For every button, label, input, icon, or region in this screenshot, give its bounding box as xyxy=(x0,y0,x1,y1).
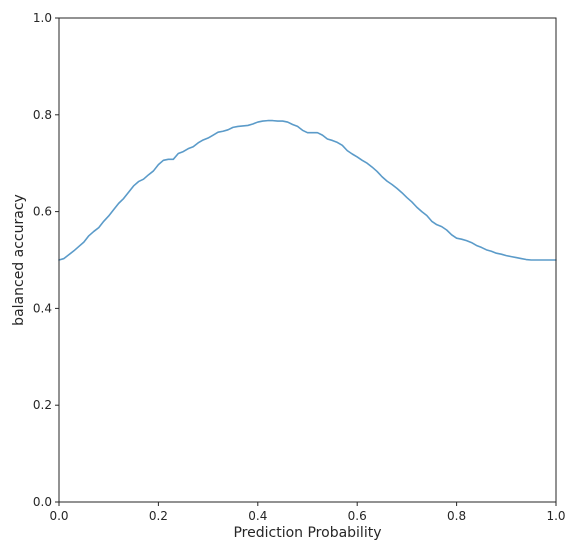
y-tick-label: 0.8 xyxy=(33,108,52,122)
x-tick-label: 0.8 xyxy=(447,509,466,523)
y-tick-label: 0.4 xyxy=(33,301,52,315)
x-tick-label: 0.6 xyxy=(348,509,367,523)
x-tick-label: 0.4 xyxy=(248,509,267,523)
y-axis-ticks: 0.0 0.2 0.4 0.6 0.8 1.0 xyxy=(33,11,59,509)
plot-layer xyxy=(58,119,557,261)
y-axis-label: balanced accuracy xyxy=(11,194,27,326)
x-tick-label: 0.0 xyxy=(49,509,68,523)
x-tick-label: 1.0 xyxy=(546,509,565,523)
y-tick-label: 0.6 xyxy=(33,205,52,219)
x-axis-ticks: 0.0 0.2 0.4 0.6 0.8 1.0 xyxy=(49,502,566,523)
plot-frame xyxy=(58,17,557,503)
series-line-0 xyxy=(58,119,557,261)
y-tick-label: 0.0 xyxy=(33,495,52,509)
y-tick-label: 1.0 xyxy=(33,11,52,25)
y-tick-label: 0.2 xyxy=(33,398,52,412)
x-tick-label: 0.2 xyxy=(149,509,168,523)
x-axis-label: Prediction Probability xyxy=(233,525,381,541)
